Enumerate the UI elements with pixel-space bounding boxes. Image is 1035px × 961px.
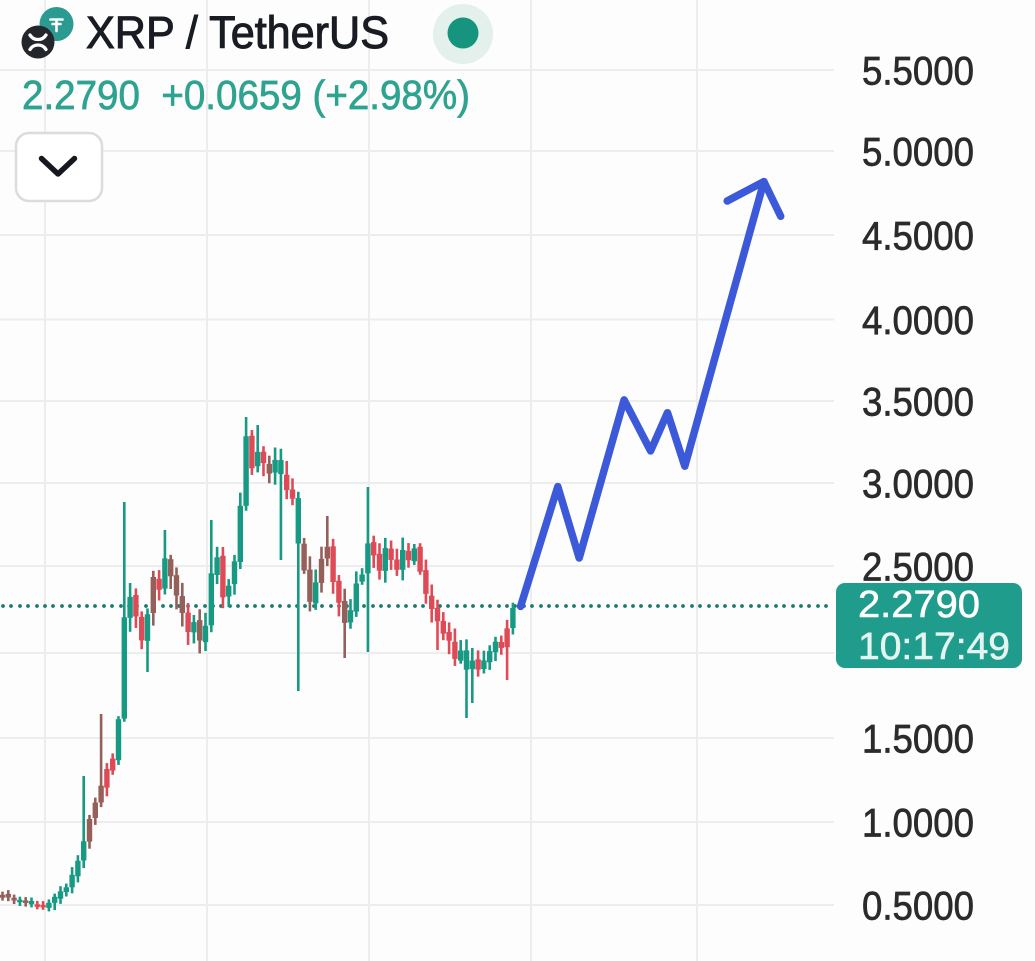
svg-text:4.5000: 4.5000	[862, 215, 974, 259]
svg-text:1.5000: 1.5000	[862, 718, 974, 762]
svg-text:2.2790: 2.2790	[858, 584, 980, 626]
svg-text:4.0000: 4.0000	[862, 299, 974, 343]
svg-text:10:17:49: 10:17:49	[858, 626, 1010, 668]
svg-text:0.5000: 0.5000	[862, 885, 974, 929]
svg-text:3.5000: 3.5000	[862, 381, 974, 425]
svg-text:5.0000: 5.0000	[862, 131, 974, 175]
svg-text:1.0000: 1.0000	[862, 802, 974, 846]
svg-text:2.5000: 2.5000	[862, 546, 974, 590]
svg-text:3.0000: 3.0000	[862, 463, 974, 507]
svg-text:5.5000: 5.5000	[862, 50, 974, 94]
svg-text:XRP / TetherUS: XRP / TetherUS	[86, 7, 389, 58]
svg-text:2.2790 +0.0659 (+2.98%): 2.2790 +0.0659 (+2.98%)	[22, 72, 470, 118]
